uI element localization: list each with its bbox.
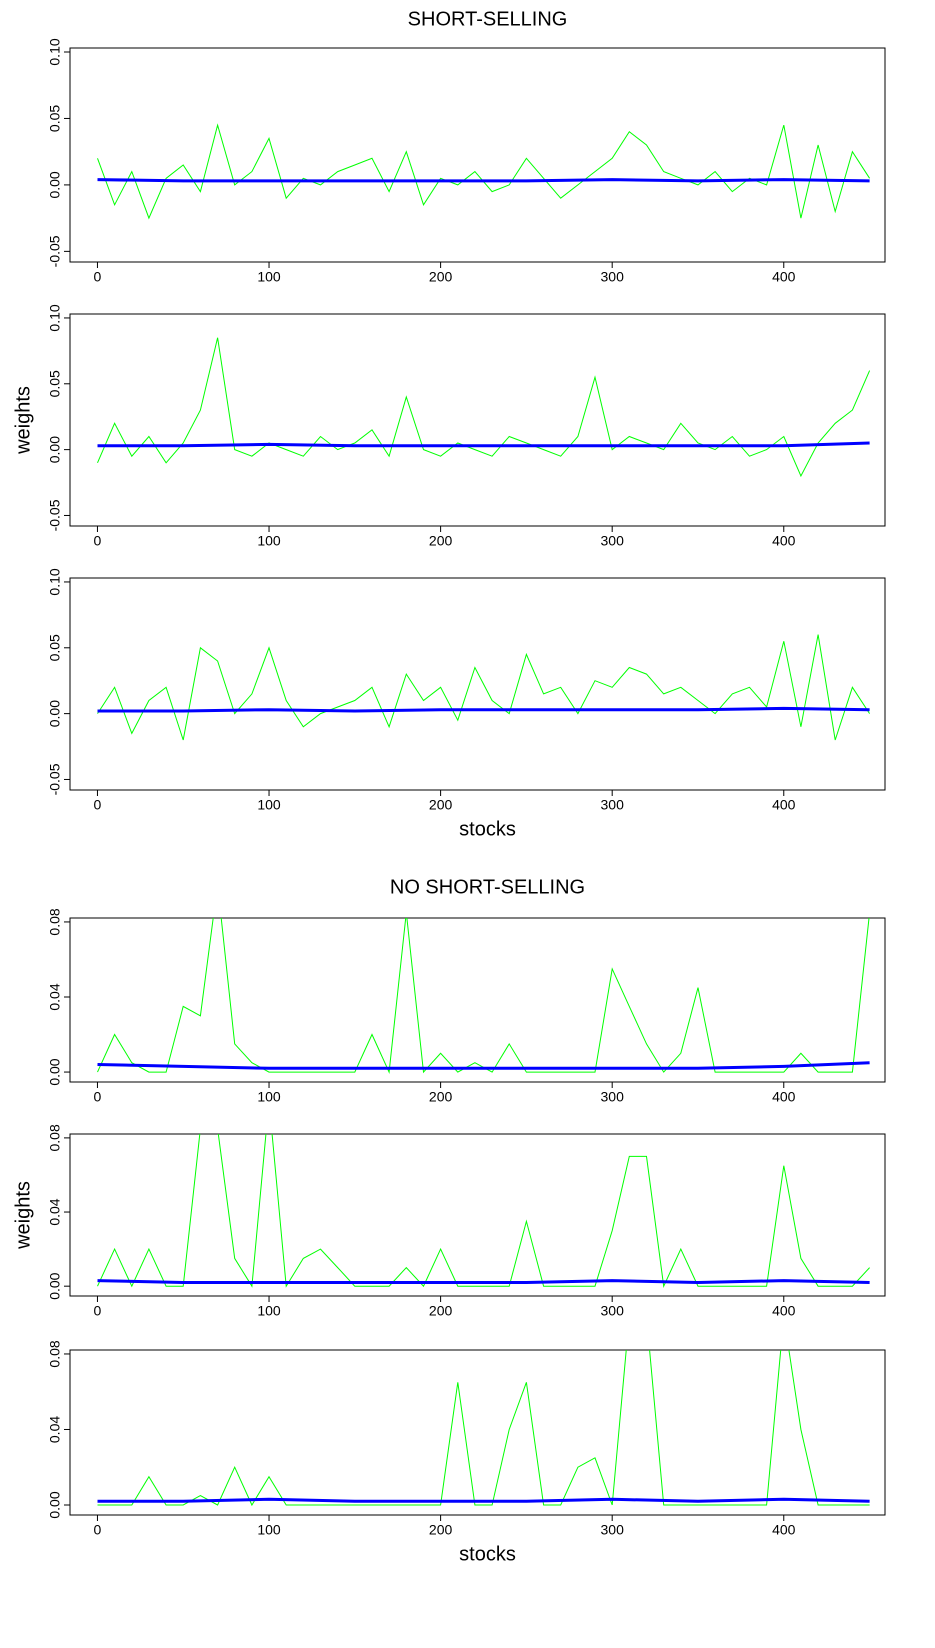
y-tick-label: 0.00 xyxy=(47,171,63,198)
data-line xyxy=(97,1061,870,1070)
data-line xyxy=(97,1350,870,1507)
plot-area xyxy=(97,123,871,220)
plot-area xyxy=(97,1134,870,1288)
x-tick-label: 0 xyxy=(94,797,102,813)
data-line xyxy=(97,178,870,183)
data-line xyxy=(97,441,870,448)
y-tick-label: -0.05 xyxy=(47,499,63,531)
x-tick-label: 100 xyxy=(257,797,281,813)
data-line xyxy=(97,123,871,220)
x-tick-label: 200 xyxy=(429,269,453,285)
y-tick-label: 0.10 xyxy=(47,304,63,331)
y-tick-label: 0.04 xyxy=(47,983,63,1010)
y-tick-label: 0.10 xyxy=(47,568,63,595)
y-tick-label: 0.00 xyxy=(47,1491,63,1518)
x-tick-label: 400 xyxy=(772,269,796,285)
y-tick-label: 0.04 xyxy=(47,1416,63,1443)
plot-frame xyxy=(69,47,886,263)
y-tick-label: 0.10 xyxy=(47,38,63,65)
data-line xyxy=(97,1497,870,1503)
y-tick-label: 0.08 xyxy=(47,908,63,935)
chart-title: SHORT-SELLING xyxy=(408,8,568,30)
y-tick-label: 0.08 xyxy=(47,1340,63,1367)
x-tick-label: 0 xyxy=(94,1089,102,1105)
data-line xyxy=(97,1279,870,1285)
y-tick-label: 0.05 xyxy=(47,370,63,397)
x-tick-label: 400 xyxy=(772,1522,796,1538)
y-tick-label: 0.08 xyxy=(47,1124,63,1151)
plot-area xyxy=(97,918,870,1074)
chart-title: NO SHORT-SELLING xyxy=(390,876,585,898)
x-tick-label: 100 xyxy=(257,1303,281,1319)
y-axis-label: weights xyxy=(12,386,34,455)
plot-frame xyxy=(69,577,886,791)
x-tick-label: 300 xyxy=(601,797,625,813)
x-tick-label: 200 xyxy=(429,797,453,813)
plot-frame xyxy=(69,1133,886,1297)
plot-frame xyxy=(69,917,886,1083)
x-tick-label: 200 xyxy=(429,1522,453,1538)
y-tick-label: 0.00 xyxy=(47,1058,63,1085)
x-tick-label: 300 xyxy=(601,1522,625,1538)
x-tick-label: 400 xyxy=(772,533,796,549)
x-tick-label: 100 xyxy=(257,1089,281,1105)
y-tick-label: 0.05 xyxy=(47,634,63,661)
y-tick-label: 0.00 xyxy=(47,700,63,727)
x-tick-label: 100 xyxy=(257,1522,281,1538)
plot-area xyxy=(97,337,871,478)
x-axis-label: stocks xyxy=(459,818,516,840)
x-tick-label: 200 xyxy=(429,1089,453,1105)
x-tick-label: 200 xyxy=(429,1303,453,1319)
data-line xyxy=(97,634,871,741)
data-line xyxy=(97,706,870,713)
y-tick-label: -0.05 xyxy=(47,763,63,795)
data-line xyxy=(97,1134,870,1288)
x-tick-label: 0 xyxy=(94,1522,102,1538)
x-tick-label: 0 xyxy=(94,533,102,549)
plot-frame xyxy=(69,1349,886,1516)
y-tick-label: 0.00 xyxy=(47,436,63,463)
x-axis-label: stocks xyxy=(459,1543,516,1565)
x-tick-label: 100 xyxy=(257,269,281,285)
x-tick-label: 400 xyxy=(772,1089,796,1105)
x-tick-label: 0 xyxy=(94,269,102,285)
data-line xyxy=(97,337,871,478)
data-line xyxy=(97,918,870,1074)
x-tick-label: 300 xyxy=(601,533,625,549)
plot-area xyxy=(97,1350,870,1507)
x-tick-label: 0 xyxy=(94,1303,102,1319)
plot-area xyxy=(97,634,871,741)
x-tick-label: 400 xyxy=(772,797,796,813)
x-tick-label: 100 xyxy=(257,533,281,549)
plot-frame xyxy=(69,313,886,527)
x-tick-label: 300 xyxy=(601,1089,625,1105)
y-tick-label: 0.05 xyxy=(47,105,63,132)
y-tick-label: 0.04 xyxy=(47,1198,63,1225)
y-tick-label: -0.05 xyxy=(47,235,63,267)
x-tick-label: 300 xyxy=(601,269,625,285)
x-tick-label: 300 xyxy=(601,1303,625,1319)
y-axis-label: weights xyxy=(12,1181,34,1250)
y-tick-label: 0.00 xyxy=(47,1272,63,1299)
x-tick-label: 400 xyxy=(772,1303,796,1319)
x-tick-label: 200 xyxy=(429,533,453,549)
